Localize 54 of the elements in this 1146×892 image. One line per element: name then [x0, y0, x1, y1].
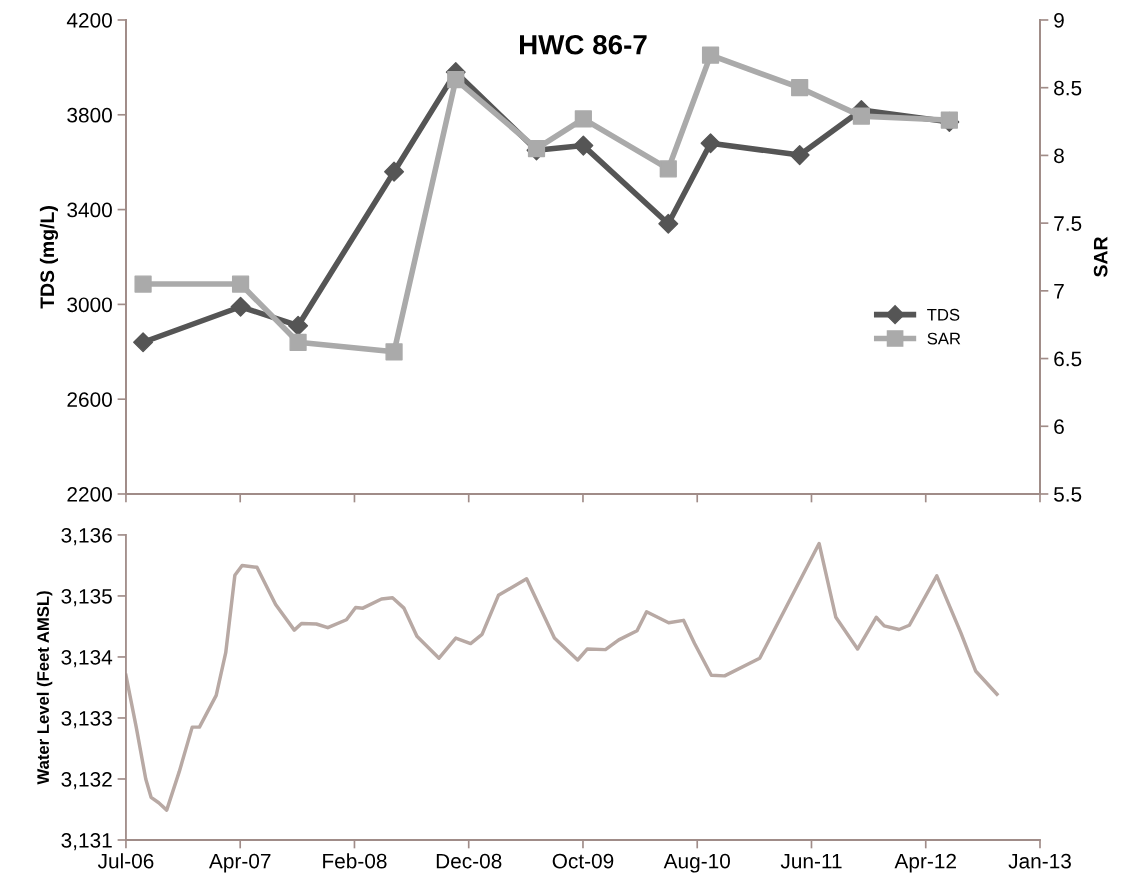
point	[791, 79, 809, 97]
chart-title: HWC 86-7	[520, 34, 647, 55]
point	[789, 145, 810, 166]
y2-tick-label: 5.5	[1054, 487, 1082, 502]
x-tick-label: Jan-13	[1008, 853, 1071, 869]
y-tick-label: 3400	[67, 202, 112, 218]
point	[701, 46, 720, 64]
y-tick-label: 3,131	[61, 833, 112, 851]
point	[288, 315, 309, 336]
y-tick-label: 4200	[66, 12, 112, 28]
x-tick-label: Apr-12	[894, 853, 956, 873]
y2-tick-label: 6.5	[1054, 351, 1082, 367]
x-tick-label: Apr-07	[208, 853, 271, 873]
x-tick-label: Oct-09	[552, 853, 614, 869]
y-tick-label: 3,133	[61, 710, 112, 729]
point	[658, 213, 679, 234]
y-tick-label: 3,132	[61, 771, 112, 790]
legend-label: TDS	[927, 308, 960, 321]
y-tick-label: 3,134	[61, 649, 113, 668]
y-tick-label: 3,136	[61, 527, 112, 546]
point	[700, 133, 721, 154]
point	[289, 333, 307, 351]
x-tick-label: Aug-10	[663, 853, 730, 873]
x-tick-label: Jul-06	[97, 853, 154, 869]
point	[134, 275, 152, 293]
x-tick-label: Dec-08	[436, 853, 502, 869]
y2-axis-title: SAR	[1093, 236, 1108, 277]
y2-tick-label: 7	[1054, 284, 1064, 299]
y-axis-title: Water Level (Feet AMSL)	[36, 591, 53, 785]
y-tick-label: 2600	[67, 392, 112, 407]
point	[573, 135, 594, 156]
y-axis-title: TDS (mg/L)	[39, 206, 59, 309]
y-tick-label: 3000	[67, 297, 112, 313]
y-tick-label: 3800	[67, 107, 112, 123]
legend-label: SAR	[927, 332, 961, 345]
y-tick-label: 2200	[67, 486, 112, 502]
point	[447, 70, 465, 89]
y-tick-label: 3,135	[61, 588, 112, 607]
point	[384, 161, 405, 182]
point	[231, 275, 250, 293]
point	[852, 107, 870, 125]
y2-tick-label: 8	[1054, 148, 1064, 164]
y2-tick-label: 6	[1054, 419, 1064, 435]
point	[133, 332, 154, 353]
point	[230, 296, 251, 317]
y2-tick-label: 7.5	[1054, 216, 1082, 231]
point	[385, 343, 403, 361]
y2-tick-label: 9	[1054, 12, 1064, 28]
x-tick-label: Feb-08	[323, 853, 387, 869]
point	[574, 110, 592, 128]
y2-tick-label: 8.5	[1054, 80, 1082, 96]
point	[659, 160, 677, 178]
line-series	[125, 541, 999, 812]
x-tick-label: Jun-11	[780, 853, 842, 869]
